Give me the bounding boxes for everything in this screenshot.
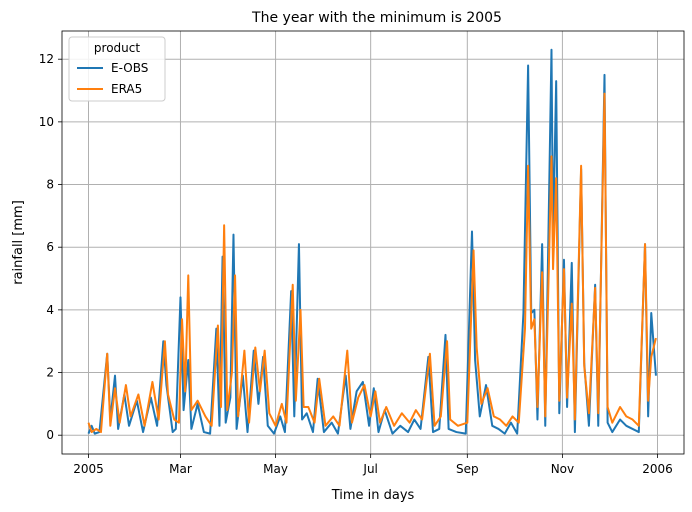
legend-title: product [94,41,140,55]
grid [62,31,684,454]
y-tick-label: 0 [46,428,54,442]
legend: product E-OBS ERA5 [68,36,166,102]
x-tick-label: Sep [456,462,479,476]
x-tick-label: 2006 [642,462,673,476]
x-tick-label: 2005 [73,462,104,476]
x-axis-ticks: 2005 Mar May Jul Sep Nov 2006 [73,454,673,476]
series-line-era5 [87,92,657,434]
x-tick-label: Mar [169,462,192,476]
legend-entry-label: ERA5 [111,82,142,96]
x-tick-label: Nov [551,462,574,476]
y-tick-label: 12 [39,52,54,66]
y-tick-label: 2 [46,366,54,380]
x-tick-label: Jul [362,462,377,476]
series-layer [87,48,657,435]
chart-title: The year with the minimum is 2005 [251,10,502,26]
y-tick-label: 4 [46,303,54,317]
legend-entry-label: E-OBS [111,61,148,75]
series-line-e-obs [87,48,657,435]
legend-box [68,36,166,102]
plot-frame [61,30,685,455]
y-axis-ticks: 0 2 4 6 8 10 12 [39,52,62,442]
y-tick-label: 10 [39,115,54,129]
y-tick-label: 8 [46,178,54,192]
y-tick-label: 6 [46,240,54,254]
x-axis-label: Time in days [331,488,415,503]
x-tick-label: May [263,462,288,476]
y-axis-label: rainfall [mm] [11,200,26,285]
